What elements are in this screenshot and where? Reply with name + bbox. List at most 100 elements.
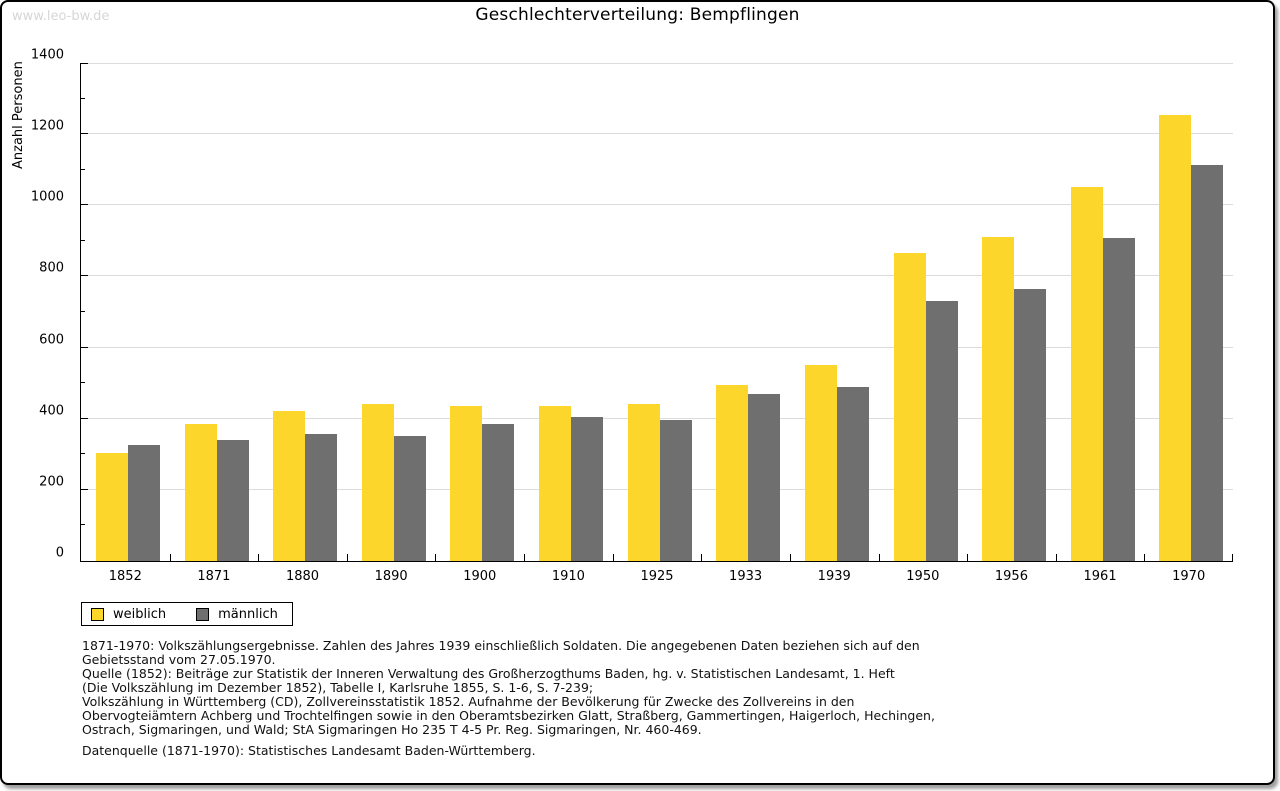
footnote-line: Ostrach, Sigmaringen, und Wald; StA Sigm… [82,722,702,737]
y-axis-tick-label: 1400 [30,47,64,63]
x-axis-tick [879,554,880,561]
y-axis-minor-tick [81,239,85,241]
x-axis-label-1880: 1880 [285,569,320,584]
bar-männlich-1939 [837,387,869,561]
bar-männlich-1880 [305,434,337,561]
legend-swatch-weiblich [91,607,104,621]
footnotes: 1871-1970: Volkszählungsergebnisse. Zahl… [82,639,935,737]
x-axis-label-1950: 1950 [906,569,940,584]
bar-männlich-1961 [1103,238,1135,561]
x-axis-label-1961: 1961 [1083,569,1117,584]
y-axis-minor-tick [81,382,85,384]
y-axis-tick-label: 0 [55,545,64,561]
y-axis-tick [81,488,88,490]
footnote-line: (Die Volkszählung im Dezember 1852), Tab… [82,680,594,695]
footnote-line: Volkszählung in Württemberg (CD), Zollve… [82,694,855,709]
legend-label: weiblich [113,606,167,622]
footnote-line: Quelle (1852): Beiträge zur Statistik de… [82,666,895,681]
y-axis-tick [81,346,88,348]
bar-weiblich-1939 [805,365,837,561]
y-axis-minor-tick [81,453,85,455]
x-axis-tick [170,554,171,561]
y-axis-tick-label: 1200 [30,118,64,134]
y-axis-minor-tick [81,97,85,99]
y-axis-tick [81,417,88,419]
gridline [81,275,1233,277]
x-axis-tick [258,554,259,561]
legend: weiblich männlich [81,602,293,626]
bar-männlich-1871 [217,440,249,561]
x-axis-tick [790,554,791,561]
bar-weiblich-1900 [450,406,482,561]
footnote-line: Obervogteiämtern Achberg und Trochtelfin… [82,708,935,723]
y-axis-minor-tick [81,524,85,526]
y-axis-tick-label: 400 [39,403,64,419]
gridline [81,346,1233,348]
bar-männlich-1890 [394,436,426,561]
bar-weiblich-1910 [539,406,571,561]
bar-männlich-1950 [926,301,958,561]
x-axis-tick [613,554,614,561]
bar-männlich-1970 [1191,165,1223,561]
bar-männlich-1910 [571,417,603,561]
gridline [81,63,1233,64]
bar-weiblich-1970 [1159,115,1191,561]
x-axis-tick [435,554,436,561]
x-axis-tick [701,554,702,561]
watermark: www.leo-bw.de [12,9,110,24]
bar-weiblich-1933 [716,385,748,561]
bar-weiblich-1956 [982,237,1014,561]
bar-weiblich-1950 [894,253,926,561]
page-title: Geschlechterverteilung: Bempflingen [475,5,800,25]
x-axis-tick [1144,554,1145,561]
x-axis-label-1970: 1970 [1172,569,1206,584]
legend-item-männlich: männlich [196,607,278,622]
footnote-line: 1871-1970: Volkszählungsergebnisse. Zahl… [82,638,920,653]
x-axis-tick [524,554,525,561]
legend-item-weiblich: weiblich [91,607,166,622]
bar-weiblich-1880 [273,411,305,561]
bar-männlich-1956 [1014,289,1046,561]
y-axis-tick-label: 800 [39,260,64,276]
gridline [81,133,1233,135]
y-axis-tick [81,275,88,277]
bar-männlich-1925 [660,420,692,561]
plot-area: 0 200 400 600 800 1000 1200 1400 1852 1871 1880 189… [31,48,1233,584]
x-axis-label-1956: 1956 [994,569,1028,584]
bar-weiblich-1925 [628,404,660,561]
x-axis-label-1925: 1925 [640,569,674,584]
y-axis-tick-label: 1000 [30,189,64,205]
x-axis-label-1910: 1910 [551,569,585,584]
y-axis-tick [81,63,88,64]
gridline [81,204,1233,206]
x-axis-tick [1056,554,1057,561]
footnote-line: Gebietsstand vom 27.05.1970. [82,652,276,667]
x-axis-label-1900: 1900 [463,569,497,584]
bar-weiblich-1871 [185,424,217,561]
x-axis-label-1852: 1852 [108,569,142,584]
x-axis-tick [967,554,968,561]
y-axis-tick [81,204,88,206]
bar-männlich-1852 [128,445,160,561]
bar-männlich-1900 [482,424,514,561]
legend-label: männlich [218,606,278,622]
x-axis-tick [1232,554,1233,561]
bar-weiblich-1890 [362,404,394,561]
bar-männlich-1933 [748,394,780,561]
x-axis-label-1933: 1933 [729,569,763,584]
x-axis-label-1939: 1939 [817,569,851,584]
x-axis-label-1871: 1871 [197,569,231,584]
datasource-note: Datenquelle (1871-1970): Statistisches L… [82,743,536,758]
y-axis-tick-label: 600 [39,332,64,348]
bar-weiblich-1852 [96,453,128,561]
y-axis-title: Anzahl Personen [11,61,26,169]
y-axis-minor-tick [81,168,85,170]
legend-swatch-männlich [196,607,210,621]
x-axis-tick [347,554,348,561]
x-axis-label-1890: 1890 [374,569,408,584]
y-axis-minor-tick [81,311,85,312]
bar-weiblich-1961 [1071,187,1103,561]
y-axis-tick-label: 200 [39,474,64,490]
y-axis-tick [81,133,88,135]
